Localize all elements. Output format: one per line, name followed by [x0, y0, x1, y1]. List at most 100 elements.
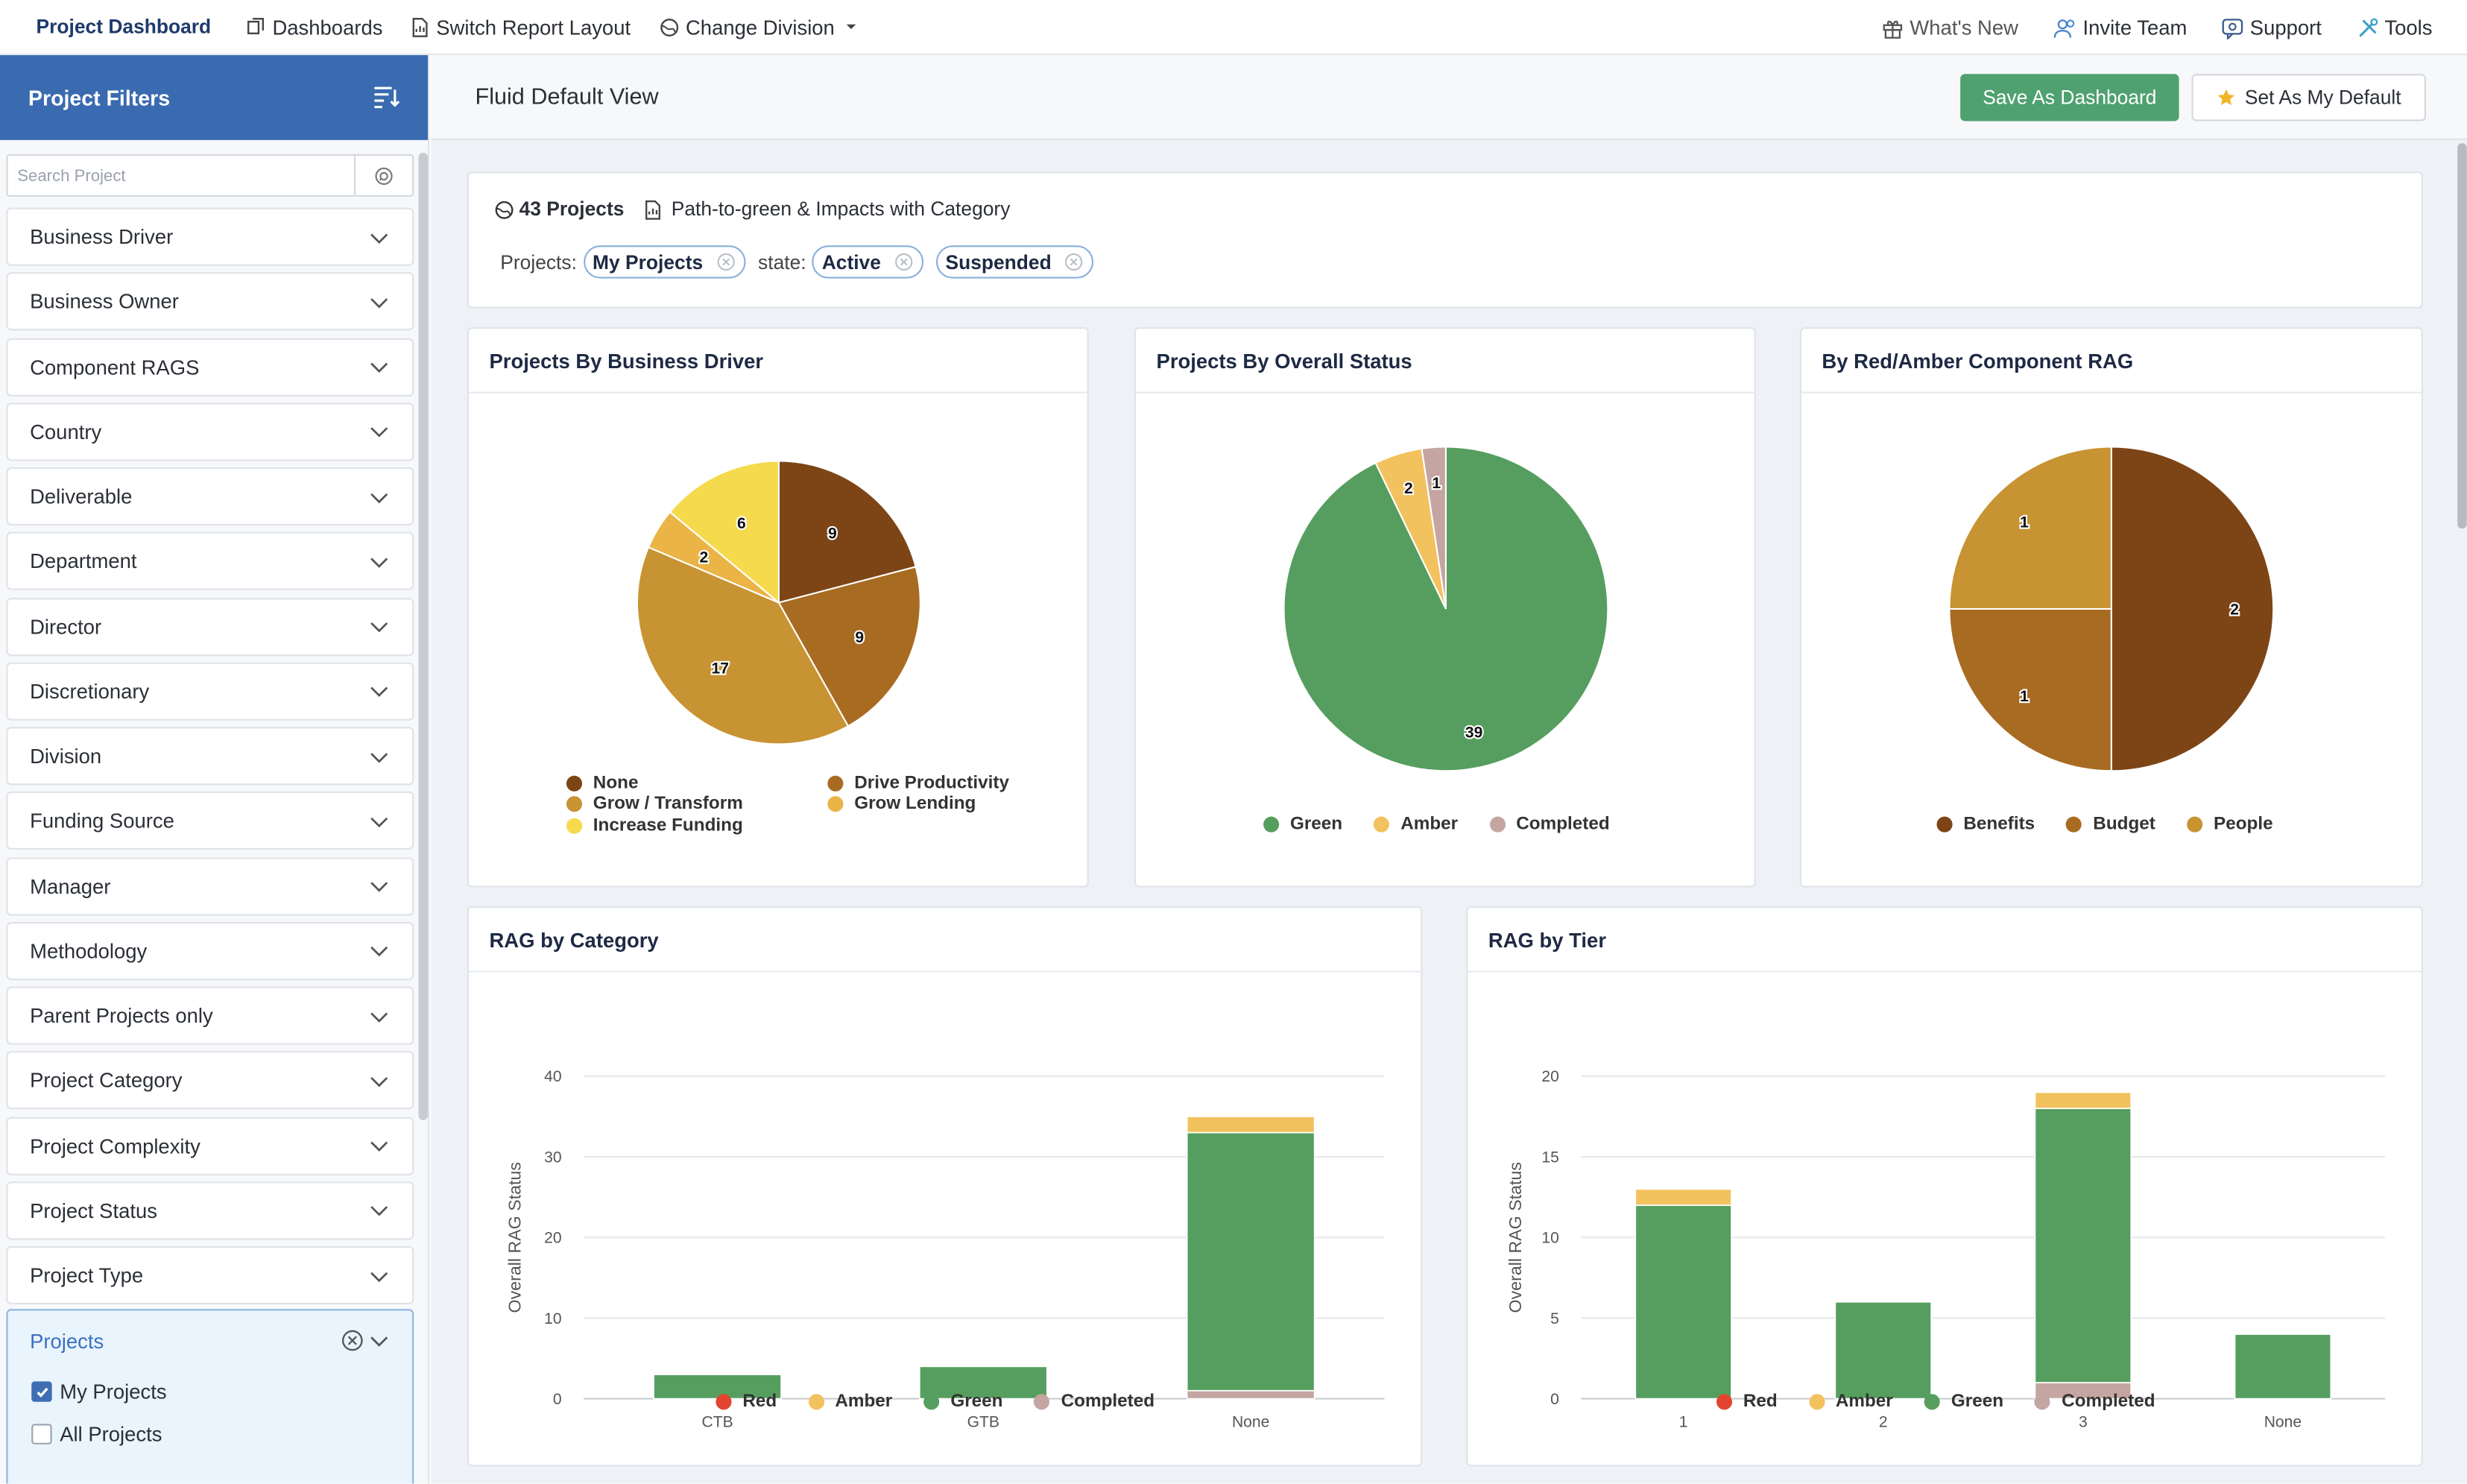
legend-item[interactable]: Grow / Transform [566, 794, 796, 815]
legend-item[interactable]: Completed [2035, 1392, 2155, 1411]
option-my-projects[interactable]: My Projects [31, 1371, 412, 1413]
tools-link[interactable]: Tools [2356, 16, 2432, 40]
option-all-projects[interactable]: All Projects [31, 1413, 412, 1456]
filter-project-category[interactable]: Project Category [6, 1051, 414, 1110]
users-icon [2053, 19, 2074, 37]
support-link[interactable]: Support [2222, 16, 2322, 40]
filter-chip-active[interactable]: Active [812, 245, 923, 279]
filter-business-driver[interactable]: Business Driver [6, 207, 414, 266]
set-as-default-button[interactable]: Set As My Default [2191, 74, 2427, 121]
legend-item[interactable]: Amber [808, 1392, 892, 1411]
change-division-menu[interactable]: Change Division [659, 15, 866, 39]
bar-segment-green[interactable] [653, 1374, 782, 1400]
filter-manager[interactable]: Manager [6, 856, 414, 915]
bar-segment-completed[interactable] [1186, 1389, 1315, 1400]
legend-item[interactable]: Red [1716, 1392, 1778, 1411]
bar-segment-green[interactable] [1186, 1131, 1315, 1392]
legend-item[interactable]: Red [716, 1392, 777, 1411]
search-icon [375, 166, 393, 184]
all-projects-checkbox[interactable] [31, 1424, 52, 1444]
filter-methodology[interactable]: Methodology [6, 921, 414, 980]
brand-title[interactable]: Project Dashboard [36, 16, 212, 38]
search-input[interactable] [7, 155, 354, 195]
legend-swatch [566, 796, 583, 812]
legend-label: Green [950, 1392, 1003, 1412]
legend-item[interactable]: Budget [2066, 813, 2155, 834]
clear-filter-icon[interactable] [341, 1330, 364, 1352]
filter-discretionary[interactable]: Discretionary [6, 662, 414, 721]
pie-slice-budget[interactable] [1948, 607, 2112, 772]
filter-chip-my-projects[interactable]: My Projects [583, 245, 746, 279]
legend-item[interactable]: Amber [1374, 813, 1458, 834]
save-as-dashboard-button[interactable]: Save As Dashboard [1960, 74, 2179, 121]
bar-segment-green[interactable] [2234, 1333, 2332, 1400]
chevron-down-icon [370, 1011, 388, 1022]
pie-chart-overall-status: 39 2 1 [1283, 446, 1609, 772]
filter-project-type[interactable]: Project Type [6, 1245, 414, 1304]
legend-item[interactable]: People [2187, 813, 2273, 834]
bar-segment-green[interactable] [1834, 1301, 1932, 1400]
chip-remove-icon[interactable] [894, 253, 913, 271]
search-button[interactable] [353, 155, 412, 195]
chart-title: Projects By Business Driver [469, 329, 1087, 394]
chevron-down-icon [370, 362, 388, 373]
bar-segment-amber[interactable] [1634, 1188, 1732, 1206]
filter-deliverable[interactable]: Deliverable [6, 467, 414, 526]
chevron-up-icon[interactable] [368, 1330, 391, 1352]
legend-item[interactable]: Amber [1808, 1392, 1893, 1411]
legend-item[interactable]: Green [1263, 813, 1342, 834]
filter-parent-projects-only[interactable]: Parent Projects only [6, 986, 414, 1045]
legend-item[interactable]: Benefits [1936, 813, 2035, 834]
dashboards-menu[interactable]: Dashboards [246, 15, 382, 39]
legend-item[interactable]: Completed [1489, 813, 1610, 834]
legend-item[interactable]: None [566, 772, 796, 793]
filter-project-status[interactable]: Project Status [6, 1181, 414, 1240]
bar-segment-green[interactable] [918, 1365, 1048, 1400]
switch-layout-menu[interactable]: Switch Report Layout [411, 15, 631, 39]
filter-project-complexity[interactable]: Project Complexity [6, 1116, 414, 1175]
whats-new-link[interactable]: What's New [1881, 16, 2018, 40]
legend-item[interactable]: Drive Productivity [827, 772, 1057, 793]
bar-segment-amber[interactable] [1186, 1116, 1315, 1134]
main-scrollbar[interactable] [2457, 143, 2467, 529]
chip-remove-icon[interactable] [717, 253, 735, 271]
switch-layout-label: Switch Report Layout [436, 15, 631, 39]
projects-filter-header[interactable]: Projects [8, 1310, 413, 1370]
filter-label: Director [30, 614, 102, 638]
pie-slice-grow-transform[interactable] [636, 546, 850, 745]
filter-business-owner[interactable]: Business Owner [6, 272, 414, 331]
legend-item[interactable]: Increase Funding [566, 815, 796, 836]
chip-remove-icon[interactable] [1065, 253, 1083, 271]
filter-component-rags[interactable]: Component RAGS [6, 337, 414, 396]
legend-item[interactable]: Green [923, 1392, 1003, 1412]
projects-filter-label: Projects [30, 1328, 104, 1353]
legend-swatch [2066, 816, 2082, 833]
filter-director[interactable]: Director [6, 597, 414, 656]
legend-label: Benefits [1963, 814, 2035, 834]
filter-department[interactable]: Department [6, 532, 414, 591]
bar-segment-green[interactable] [1634, 1204, 1732, 1400]
sidebar-scrollbar[interactable] [418, 152, 429, 1120]
my-projects-checkbox[interactable] [31, 1381, 52, 1402]
legend-item[interactable]: Completed [1034, 1392, 1154, 1411]
legend-label: Grow Lending [854, 795, 976, 814]
pie-slice-people[interactable] [1948, 446, 2112, 610]
filter-label: Project Category [30, 1068, 183, 1093]
bar-segment-green[interactable] [2034, 1108, 2132, 1383]
invite-team-link[interactable]: Invite Team [2053, 16, 2187, 40]
filter-funding-source[interactable]: Funding Source [6, 792, 414, 850]
filter-country[interactable]: Country [6, 402, 414, 461]
legend-item[interactable]: Green [1924, 1392, 2003, 1411]
y-tick-label: 30 [544, 1149, 561, 1166]
sort-filter-icon[interactable] [373, 85, 401, 110]
filter-division[interactable]: Division [6, 727, 414, 786]
legend-item[interactable]: Grow Lending [827, 794, 1057, 815]
filter-chip-suspended[interactable]: Suspended [935, 245, 1094, 279]
pie-slice-increase-funding[interactable] [669, 460, 780, 604]
pie-slice-none[interactable] [777, 460, 917, 604]
pie-slice-benefits[interactable] [2110, 446, 2275, 772]
bar-segment-amber[interactable] [2034, 1091, 2132, 1109]
pie-slice-completed[interactable] [1421, 446, 1447, 610]
pie-slice-drive-productivity[interactable] [777, 566, 921, 727]
projects-filter-caption: Projects: [500, 250, 577, 274]
